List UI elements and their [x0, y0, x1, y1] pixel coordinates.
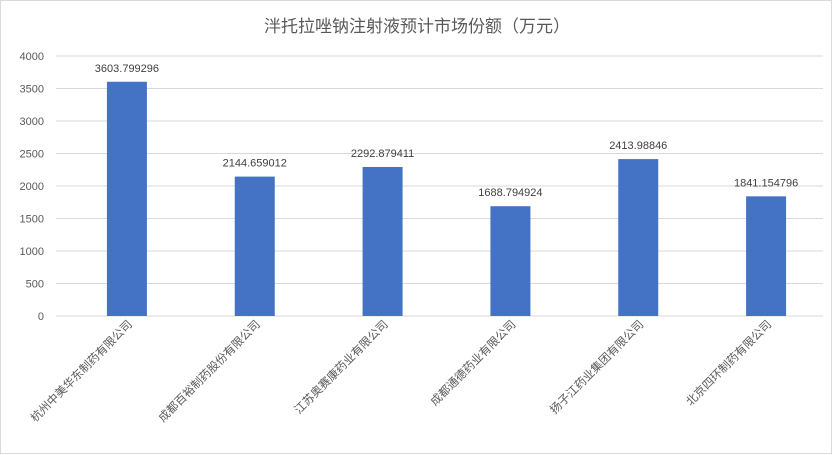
y-tick-label: 2000 — [20, 181, 44, 193]
data-label: 2413.98846 — [609, 140, 667, 152]
bar — [618, 159, 659, 316]
data-label: 1841.154796 — [734, 177, 798, 189]
y-axis-ticks: 0 500 1000 1500 2000 2500 3000 3500 4000 — [20, 51, 44, 323]
category-label: 成都百裕制药股份有限公司 — [155, 317, 262, 424]
data-label: 1688.794924 — [478, 187, 542, 199]
category-label: 江苏奥赛康药业有限公司 — [291, 317, 390, 416]
bar — [490, 206, 531, 316]
y-tick-label: 3500 — [20, 84, 44, 96]
y-tick-label: 1000 — [20, 246, 44, 258]
y-tick-label: 2500 — [20, 149, 44, 161]
y-tick-label: 3000 — [20, 116, 44, 128]
bars — [106, 81, 787, 316]
bar — [362, 166, 403, 316]
bar — [746, 196, 787, 316]
x-axis-categories: 杭州中美华东制药有限公司 成都百裕制药股份有限公司 江苏奥赛康药业有限公司 成都通德药… — [28, 317, 775, 424]
category-label: 北京四环制药有限公司 — [683, 317, 774, 408]
data-label: 3603.799296 — [95, 63, 159, 75]
bar — [234, 176, 275, 316]
data-label: 2292.879411 — [351, 148, 414, 160]
category-label: 杭州中美华东制药有限公司 — [28, 317, 135, 424]
data-labels: 3603.799296 2144.659012 2292.879411 1688.79… — [95, 63, 798, 199]
chart-title: 泮托拉唑钠注射液预计市场份额（万元） — [264, 17, 570, 37]
y-tick-label: 1500 — [20, 214, 44, 226]
category-label: 扬子江药业集团有限公司 — [547, 317, 646, 416]
data-label: 2144.659012 — [223, 158, 287, 170]
grid-lines — [56, 55, 823, 317]
category-label: 成都通德药业有限公司 — [427, 317, 518, 408]
y-tick-label: 500 — [26, 279, 44, 291]
y-tick-label: 0 — [38, 311, 44, 323]
bar — [106, 81, 147, 316]
y-tick-label: 4000 — [20, 51, 44, 63]
